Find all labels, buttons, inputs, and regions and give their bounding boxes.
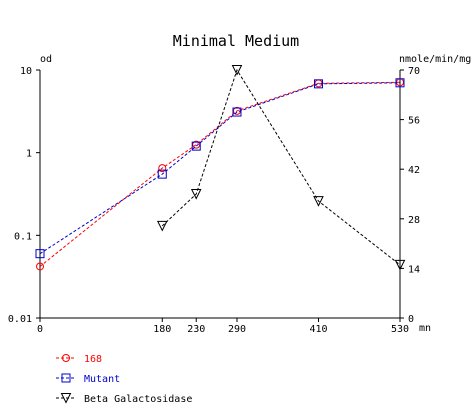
data-point: [231, 65, 243, 76]
x-axis-tick-label: 230: [187, 324, 205, 335]
left-axis-tick-label: 1: [26, 149, 32, 160]
right-axis-tick-label: 56: [408, 116, 420, 127]
chart-title: Minimal Medium: [173, 32, 299, 50]
data-point: [191, 141, 201, 151]
legend-entry: Mutant: [84, 374, 120, 385]
data-point: [190, 189, 202, 200]
legend-entry: 168: [84, 354, 102, 365]
data-point: [313, 196, 324, 207]
data-point: [395, 78, 405, 88]
legend-marker: [61, 373, 71, 383]
data-point: [35, 249, 45, 259]
right-axis-tick-label: 70: [408, 66, 420, 77]
right-axis-tick-label: 42: [408, 165, 420, 176]
data-point: [156, 220, 168, 232]
left-axis-tick-label: 10: [20, 66, 32, 77]
x-axis-unit-label: mn: [419, 323, 431, 334]
series-line: [39, 82, 401, 255]
legend-marker: [60, 393, 72, 404]
right-axis-tick-label: 28: [408, 215, 420, 226]
left-axis-label: od: [40, 54, 52, 65]
data-point: [36, 262, 44, 271]
legend-marker: [62, 354, 70, 362]
x-axis-tick-label: 530: [391, 324, 409, 335]
series-line: [161, 68, 401, 266]
left-axis-tick-label: 0.1: [14, 231, 32, 242]
x-axis-tick-label: 0: [37, 324, 43, 335]
right-axis-label: nmole/min/mg: [399, 54, 471, 65]
right-axis-tick-label: 0: [408, 314, 414, 325]
data-point: [313, 79, 323, 89]
x-axis-tick-label: 180: [153, 324, 171, 335]
data-point: [158, 164, 167, 173]
data-point: [157, 169, 167, 179]
left-axis-tick-label: 0.01: [8, 314, 32, 325]
x-axis-tick-label: 290: [228, 324, 246, 335]
right-axis-tick-label: 14: [408, 264, 420, 275]
series-line: [39, 81, 401, 267]
data-point: [394, 259, 406, 271]
data-point: [232, 107, 242, 117]
x-axis-tick-label: 410: [309, 324, 327, 335]
legend-entry: Beta Galactosidase: [84, 394, 192, 405]
